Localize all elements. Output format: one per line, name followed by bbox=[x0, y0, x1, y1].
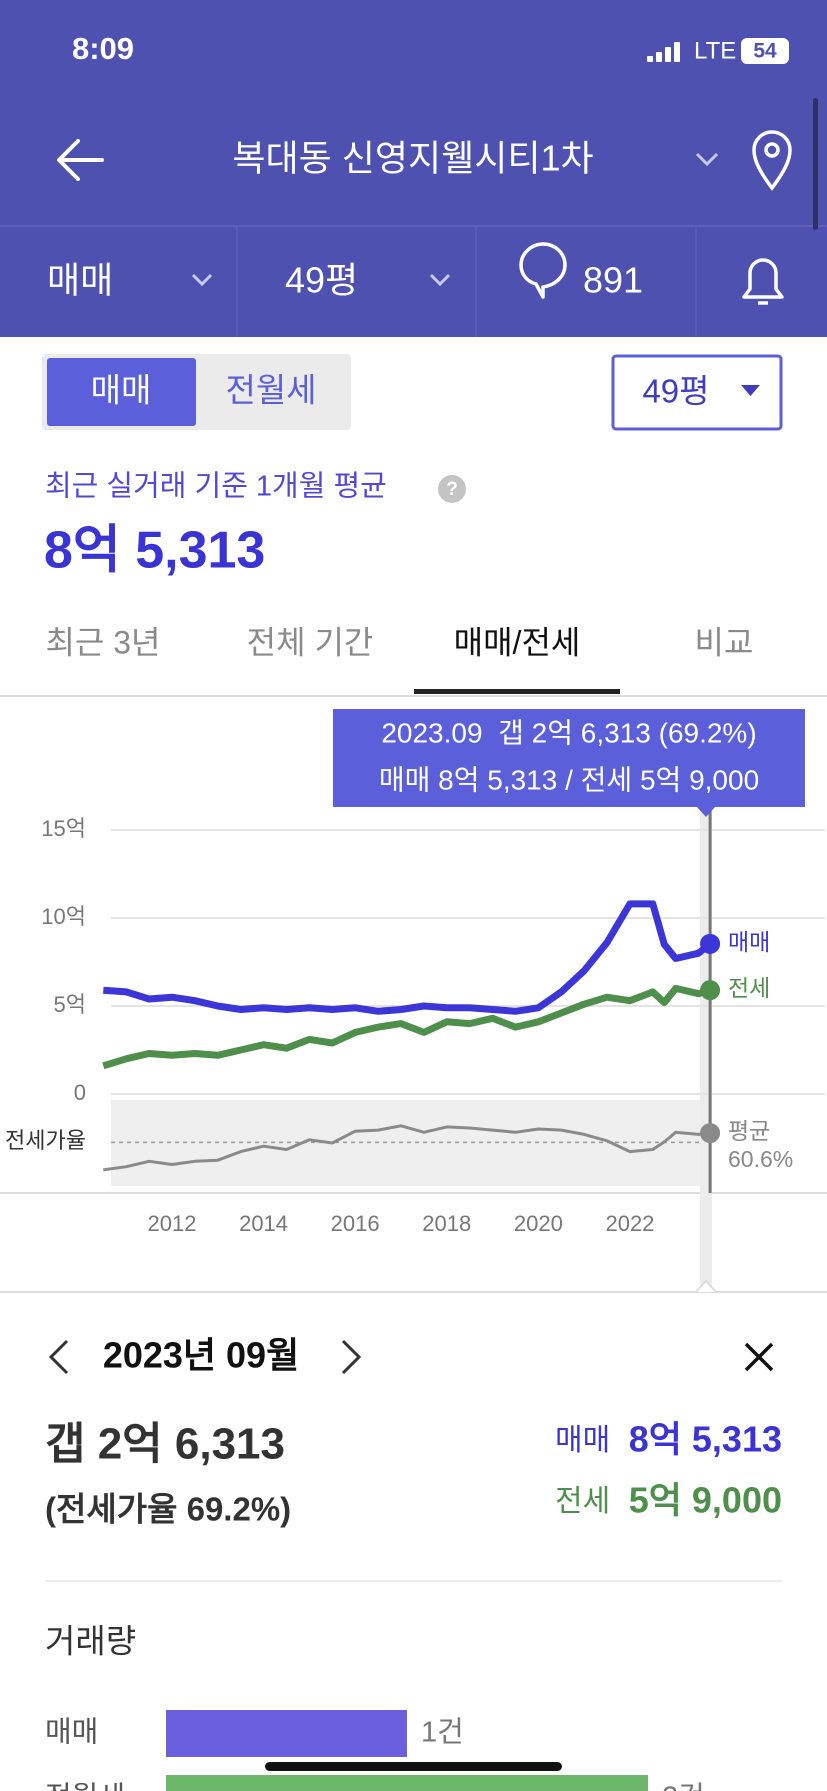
area-filter[interactable]: 49평 bbox=[285, 260, 358, 301]
series-line bbox=[103, 1124, 711, 1172]
help-icon[interactable] bbox=[438, 475, 466, 503]
y-tick-label: 15억 bbox=[41, 816, 86, 841]
home-indicator bbox=[265, 1762, 562, 1771]
volume-label: 전월세 bbox=[45, 1781, 125, 1791]
tooltip-arrow bbox=[697, 807, 715, 817]
battery bbox=[741, 38, 789, 64]
status-time: 8:09 bbox=[72, 31, 134, 66]
x-tick-label: 2016 bbox=[331, 1211, 380, 1236]
toggle-option[interactable]: 전월세 bbox=[225, 372, 316, 409]
volume-count: 1건 bbox=[421, 1717, 464, 1749]
tooltip bbox=[333, 709, 805, 807]
end-point bbox=[700, 1123, 721, 1144]
location-icon-dot bbox=[764, 142, 780, 158]
dropdown-arrow bbox=[429, 273, 451, 287]
area-select-label[interactable]: 49평 bbox=[642, 373, 709, 410]
tab-active[interactable]: 매매/전세 bbox=[454, 624, 581, 660]
tab[interactable]: 비교 bbox=[695, 624, 754, 660]
end-point bbox=[700, 933, 721, 954]
x-tick-label: 2020 bbox=[514, 1211, 563, 1236]
x-tick-label: 2018 bbox=[422, 1211, 471, 1236]
tooltip-line: 2023.09 갭 2억 6,313 (69.2%) bbox=[381, 717, 756, 748]
detail-ratio: (전세가율 69.2%) bbox=[45, 1491, 291, 1528]
end-point bbox=[700, 980, 721, 1001]
volume-bar bbox=[166, 1775, 648, 1791]
alarm-icon[interactable] bbox=[742, 258, 784, 305]
series-end-label: 매매 bbox=[728, 929, 770, 955]
tooltip-line: 매매 8억 5,313 / 전세 5억 9,000 bbox=[379, 764, 759, 795]
volume-bar bbox=[166, 1710, 407, 1757]
close-button[interactable] bbox=[744, 1342, 774, 1372]
y-tick-label: 0 bbox=[74, 1080, 86, 1105]
help-icon-mark: ? bbox=[446, 479, 458, 500]
detail-gap: 갭 2억 6,313 bbox=[45, 1420, 285, 1469]
toggle-active[interactable] bbox=[47, 358, 196, 426]
network: LTE bbox=[694, 37, 736, 64]
series-line bbox=[102, 984, 712, 1070]
average-label: 평균 bbox=[728, 1118, 770, 1144]
y-tick-label: 5억 bbox=[54, 992, 86, 1017]
average-value: 60.6% bbox=[728, 1146, 793, 1172]
header-bg bbox=[0, 0, 827, 337]
prev-month[interactable] bbox=[48, 1339, 69, 1375]
detail-month: 2023년 09월 bbox=[103, 1335, 299, 1376]
volume-title: 거래량 bbox=[45, 1623, 136, 1660]
area-select[interactable] bbox=[611, 354, 783, 431]
chart: 0 5억 10억 15억 2012 2014 2016 2018 2020 2022 매매전세전세가… bbox=[5, 806, 825, 1236]
volume-label: 매매 bbox=[45, 1717, 98, 1749]
section-divider bbox=[0, 1291, 827, 1293]
detail-sale-label: 매매 bbox=[555, 1424, 610, 1457]
x-tick-label: 2012 bbox=[147, 1211, 196, 1236]
next-month[interactable] bbox=[341, 1339, 362, 1375]
tab[interactable]: 최근 3년 bbox=[45, 624, 160, 660]
title-dropdown[interactable] bbox=[695, 152, 719, 167]
dropdown-arrow bbox=[191, 273, 213, 287]
x-tick-label: 2014 bbox=[239, 1211, 288, 1236]
series-line bbox=[103, 900, 713, 1015]
location-icon[interactable] bbox=[752, 130, 792, 191]
scrollbar bbox=[813, 98, 818, 230]
series-end-label: 전세 bbox=[728, 975, 770, 1001]
tab-underline bbox=[414, 689, 620, 694]
battery-level: 54 bbox=[753, 40, 777, 63]
summary-caption: 최근 실거래 기준 1개월 평균 bbox=[45, 470, 387, 503]
x-tick-label: 2022 bbox=[605, 1211, 654, 1236]
cursor-pointer bbox=[695, 1279, 717, 1293]
complex-title[interactable]: 복대동 신영지웰시티1차 bbox=[232, 138, 593, 179]
signal-icon bbox=[647, 42, 680, 62]
comment-count[interactable]: 891 bbox=[583, 260, 643, 301]
detail-sale-price: 8억 5,313 bbox=[629, 1419, 782, 1460]
detail-jeonse-price: 5억 9,000 bbox=[629, 1480, 782, 1521]
back-button[interactable] bbox=[57, 139, 104, 181]
tab[interactable]: 전체 기간 bbox=[247, 624, 374, 660]
toggle-option[interactable]: 매매 bbox=[91, 372, 152, 409]
volume-count: 2건 bbox=[662, 1782, 705, 1791]
ratio-label: 전세가율 bbox=[5, 1128, 86, 1153]
area-select-arrow bbox=[741, 385, 760, 396]
detail-jeonse-label: 전세 bbox=[555, 1485, 610, 1518]
summary-price: 8억 5,313 bbox=[44, 522, 265, 580]
volume-chart: 매매 1건전월세 2건 bbox=[45, 1710, 705, 1791]
comment-icon[interactable] bbox=[519, 242, 567, 299]
trade-type-filter[interactable]: 매매 bbox=[47, 260, 113, 301]
y-tick-label: 10억 bbox=[41, 904, 86, 929]
